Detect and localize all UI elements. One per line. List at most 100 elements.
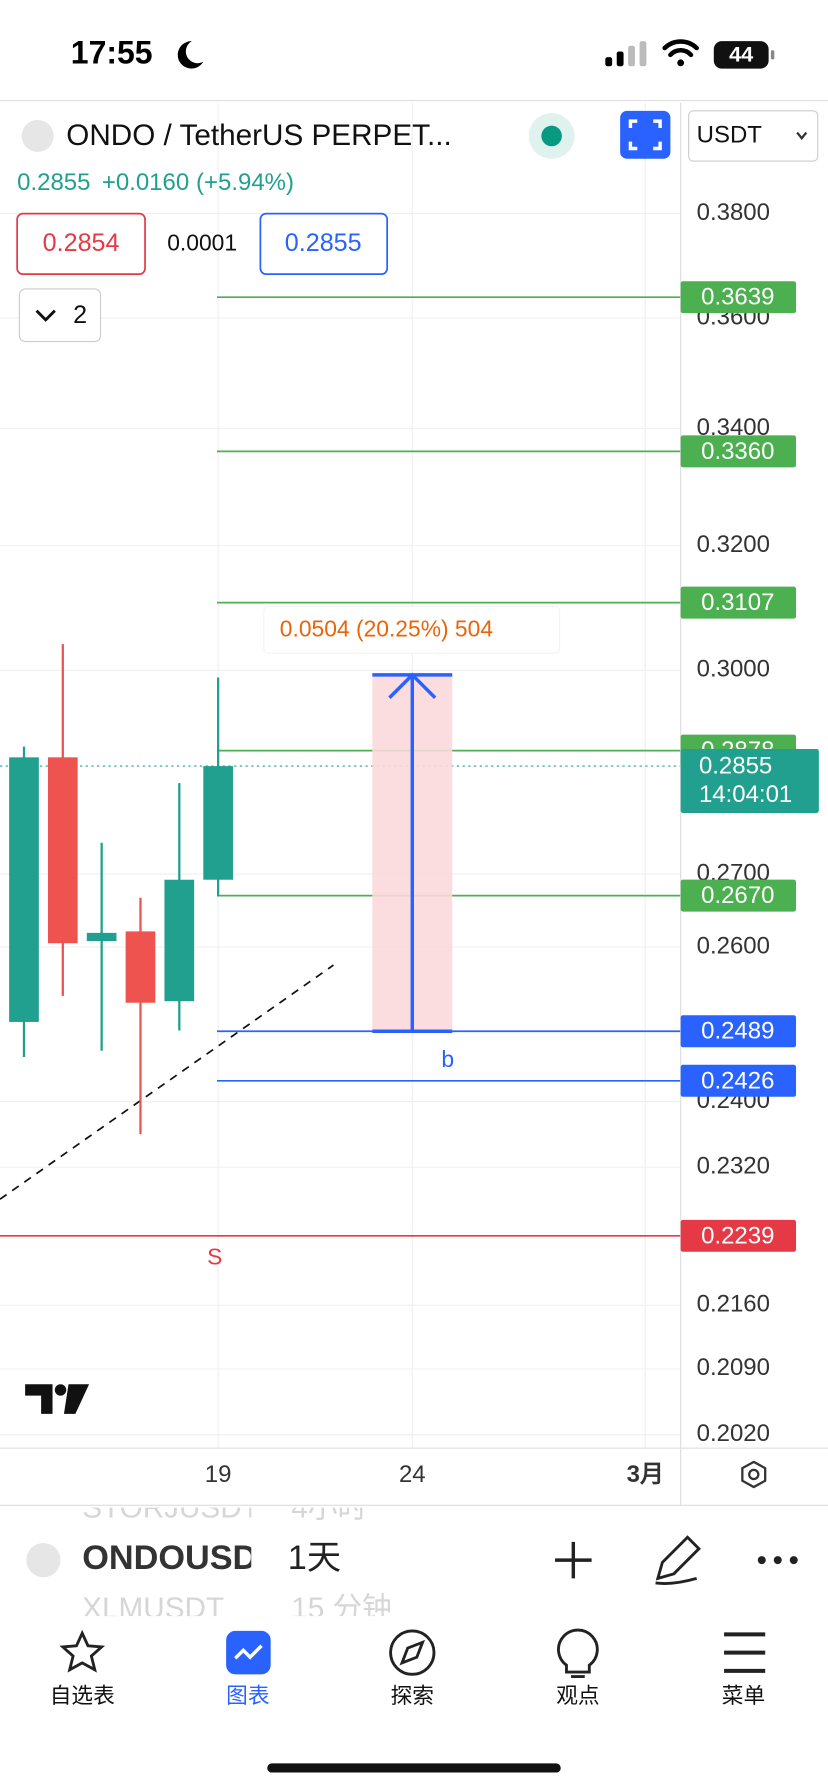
change: +0.0160 xyxy=(102,169,189,196)
tab-label[interactable]: 自选表 xyxy=(50,1683,115,1708)
candle-body xyxy=(86,932,117,941)
level-tag-label: 0.3107 xyxy=(701,589,774,616)
watchlist-icon[interactable] xyxy=(59,1629,106,1673)
level-tag-label: 0.2489 xyxy=(701,1018,774,1045)
tab-label[interactable]: 图表 xyxy=(226,1683,269,1708)
sell-button[interactable] xyxy=(16,212,146,276)
y-tick-label: 0.2020 xyxy=(697,1420,770,1447)
compass-needle xyxy=(399,1639,426,1666)
buy-button[interactable] xyxy=(259,212,389,276)
level-note: b xyxy=(441,1046,454,1072)
tab-bar: 自选表 图表 探索 观点 菜单 xyxy=(50,1683,765,1708)
measure-label-box xyxy=(263,605,561,654)
y-tick-label: 0.2600 xyxy=(697,932,770,959)
fullscreen-icon xyxy=(628,119,662,151)
level-note: S xyxy=(207,1244,222,1270)
x-tick-label: 24 xyxy=(399,1461,426,1488)
level-tag xyxy=(680,586,797,619)
menu-icon[interactable] xyxy=(724,1632,766,1673)
tab-label[interactable]: 探索 xyxy=(391,1683,434,1708)
market-status[interactable] xyxy=(541,125,562,147)
x-tick-label: 19 xyxy=(205,1461,232,1488)
y-tick-label: 0.2320 xyxy=(697,1152,770,1179)
candle-body xyxy=(9,757,39,1022)
currency-select[interactable] xyxy=(688,110,819,162)
candle-body xyxy=(47,757,78,944)
moon-icon xyxy=(177,41,204,69)
price-axis: 0.38000.36000.34000.32000.30000.27000.26… xyxy=(680,199,819,1447)
y-tick-label: 0.3800 xyxy=(697,199,770,226)
ideas-icon[interactable] xyxy=(557,1628,599,1679)
settings-dot xyxy=(748,1468,760,1481)
wifi-dot xyxy=(677,59,685,67)
level-tag xyxy=(680,435,797,468)
y-tick-label: 0.3200 xyxy=(697,531,770,558)
explore-icon[interactable] xyxy=(389,1629,436,1676)
y-tick-label: 0.3000 xyxy=(697,656,770,683)
currency-label: USDT xyxy=(697,121,763,148)
wifi-icon xyxy=(662,39,699,58)
symbol-title[interactable]: ONDO / TetherUS PERPET... xyxy=(66,119,452,152)
chevron xyxy=(796,131,808,141)
settings-icon[interactable] xyxy=(741,1460,767,1489)
chart-icon[interactable] xyxy=(226,1630,271,1675)
candle-body xyxy=(203,766,233,880)
level-tag xyxy=(680,281,797,314)
fullscreen-button[interactable] xyxy=(620,110,671,159)
y-tick-label: 0.2090 xyxy=(697,1354,770,1381)
y-tick-label: 0.2160 xyxy=(697,1291,770,1318)
symbol[interactable]: ONDOUSD xyxy=(82,1539,257,1577)
level-tag-label: 0.3360 xyxy=(701,438,774,465)
next-symbol: XLMUSDT xyxy=(82,1592,224,1625)
spread: 0.0001 xyxy=(167,229,237,255)
candle-body xyxy=(125,931,156,1003)
add-button[interactable] xyxy=(555,1541,592,1579)
symbol-icon xyxy=(21,119,54,152)
plot: bS xyxy=(0,296,681,1270)
symbol-icon xyxy=(26,1542,61,1578)
picker: STORJUSDT ONDOUSD XLMUSDT 4小时 1天 15 分钟 xyxy=(82,1492,392,1625)
price-line: 0.2855 +0.0160 (+5.94%) xyxy=(17,169,294,196)
level-tag-label: 0.2426 xyxy=(701,1067,774,1094)
chevron xyxy=(35,309,56,322)
battery-icon xyxy=(713,41,769,69)
last-price-label: 0.2855 xyxy=(699,753,772,780)
level-tag xyxy=(680,1064,797,1097)
level-tag-label: 0.2670 xyxy=(701,882,774,909)
more-button[interactable] xyxy=(757,1556,798,1565)
level-tag xyxy=(680,879,797,912)
symbol-picker: STORJUSDT ONDOUSD XLMUSDT xyxy=(82,1508,257,1625)
tab-label[interactable]: 菜单 xyxy=(722,1683,765,1708)
tab-label[interactable]: 观点 xyxy=(556,1683,599,1708)
tv-logo xyxy=(25,1384,90,1414)
candle-body xyxy=(164,879,195,1002)
chart-icon-line xyxy=(234,1644,263,1660)
battery-tip xyxy=(770,50,775,60)
level-tag-label: 0.3639 xyxy=(701,284,774,311)
ask: 0.2855 xyxy=(285,229,362,257)
level-tag-label: 0.2239 xyxy=(701,1222,774,1249)
countdown: 14:04:01 xyxy=(699,781,792,808)
x-tick-label: 3月 xyxy=(627,1461,664,1488)
time-axis: 19 24 3月 xyxy=(205,1461,664,1488)
measure-arrowhead xyxy=(388,672,437,699)
measure-label: 0.0504 (20.25%) 504 xyxy=(280,615,494,641)
next-interval: 15 分钟 xyxy=(291,1592,392,1625)
home-indicator xyxy=(267,1763,561,1773)
level-tag xyxy=(680,1015,797,1048)
last-price: 0.2855 xyxy=(17,169,90,196)
draw-button[interactable] xyxy=(655,1535,701,1585)
indicators-toggle[interactable] xyxy=(18,288,102,343)
level-tag xyxy=(680,1219,797,1252)
status-time: 17:55 xyxy=(71,34,153,70)
bid: 0.2854 xyxy=(43,229,120,257)
interval[interactable]: 1天 xyxy=(288,1539,341,1577)
change-pct: (+5.94%) xyxy=(196,169,294,196)
battery-level: 44 xyxy=(729,42,753,67)
indicators-count: 2 xyxy=(73,301,87,329)
last-price-tag xyxy=(680,748,819,813)
signal-icon xyxy=(605,41,647,67)
prev-interval: 4小时 xyxy=(291,1492,367,1525)
